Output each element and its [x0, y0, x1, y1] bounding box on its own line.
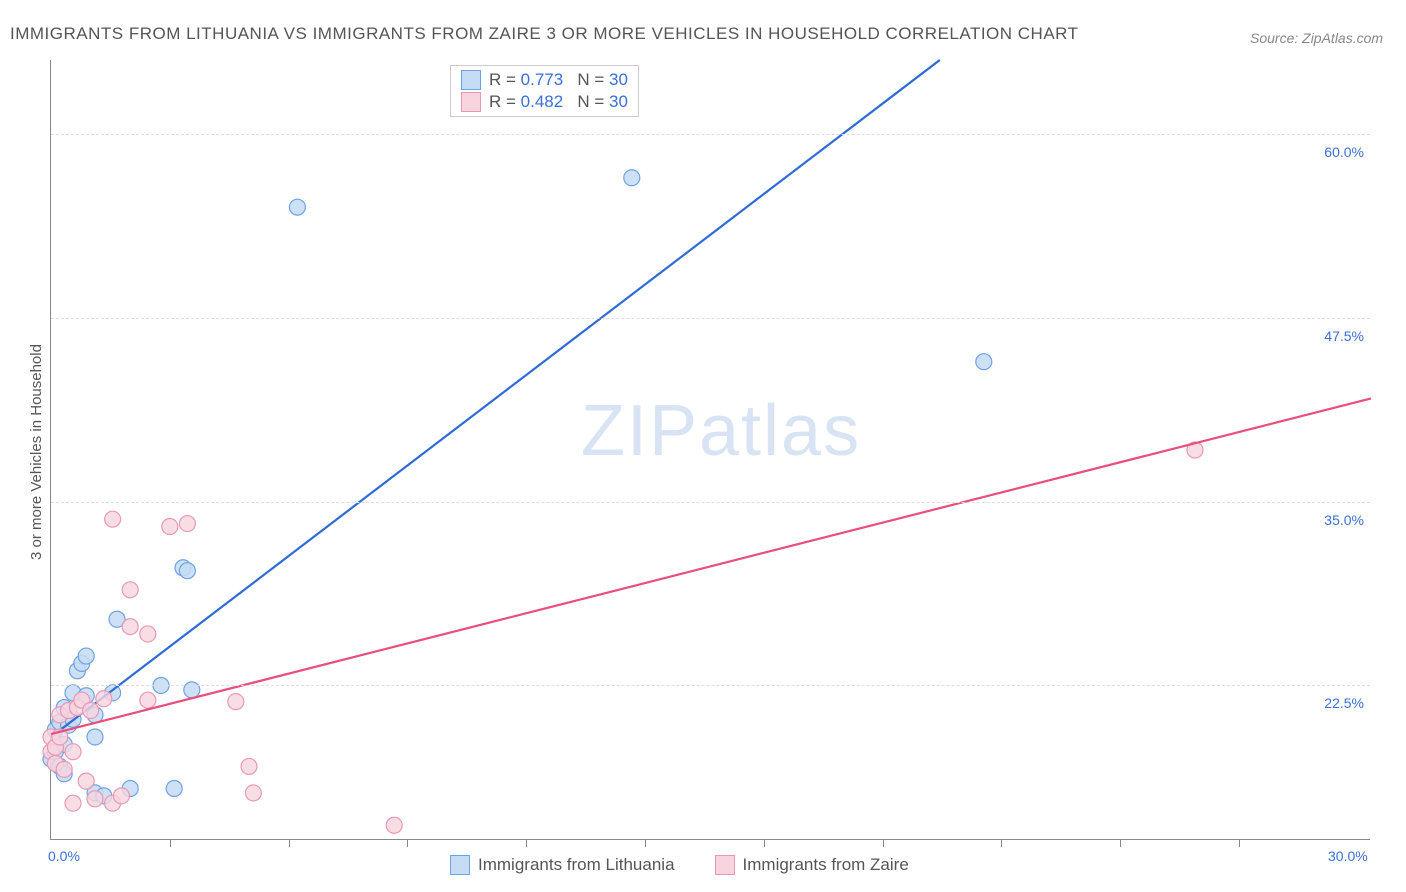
data-point — [96, 691, 112, 707]
x-tickmark — [289, 839, 290, 847]
data-point — [83, 702, 99, 718]
trend-line — [51, 398, 1371, 734]
gridline — [51, 134, 1370, 135]
x-tickmark — [764, 839, 765, 847]
data-point — [65, 744, 81, 760]
gridline — [51, 685, 1370, 686]
x-tickmark — [1001, 839, 1002, 847]
data-point — [122, 619, 138, 635]
legend-text: R = 0.482 N = 30 — [489, 92, 628, 112]
data-point — [162, 519, 178, 535]
x-tickmark — [1239, 839, 1240, 847]
legend-item: Immigrants from Lithuania — [450, 855, 675, 875]
data-point — [976, 354, 992, 370]
gridline — [51, 502, 1370, 503]
x-tickmark — [1120, 839, 1121, 847]
legend-item: Immigrants from Zaire — [715, 855, 909, 875]
data-point — [87, 729, 103, 745]
x-tick-label: 0.0% — [48, 848, 80, 864]
data-point — [179, 516, 195, 532]
legend-label: Immigrants from Zaire — [743, 855, 909, 875]
x-tick-label: 30.0% — [1328, 848, 1368, 864]
data-point — [113, 788, 129, 804]
gridline — [51, 318, 1370, 319]
chart-svg — [51, 60, 1370, 839]
data-point — [56, 761, 72, 777]
legend-swatch — [715, 855, 735, 875]
data-point — [289, 199, 305, 215]
source-attribution: Source: ZipAtlas.com — [1250, 30, 1383, 46]
data-point — [78, 773, 94, 789]
trend-line — [51, 60, 940, 737]
data-point — [228, 694, 244, 710]
data-point — [241, 758, 257, 774]
x-tickmark — [170, 839, 171, 847]
y-tick-label: 60.0% — [1324, 144, 1364, 160]
data-point — [78, 648, 94, 664]
legend-swatch — [450, 855, 470, 875]
legend-swatch — [461, 70, 481, 90]
data-point — [245, 785, 261, 801]
data-point — [105, 511, 121, 527]
x-tickmark — [645, 839, 646, 847]
legend-row: R = 0.773 N = 30 — [461, 70, 628, 90]
data-point — [386, 817, 402, 833]
y-tick-label: 47.5% — [1324, 328, 1364, 344]
y-axis-title: 3 or more Vehicles in Household — [28, 344, 45, 560]
stats-legend: R = 0.773 N = 30R = 0.482 N = 30 — [450, 65, 639, 117]
data-point — [122, 582, 138, 598]
y-tick-label: 35.0% — [1324, 512, 1364, 528]
data-point — [87, 791, 103, 807]
series-legend: Immigrants from Lithuania Immigrants from… — [450, 855, 909, 875]
legend-swatch — [461, 92, 481, 112]
legend-row: R = 0.482 N = 30 — [461, 92, 628, 112]
data-point — [179, 563, 195, 579]
chart-title: IMMIGRANTS FROM LITHUANIA VS IMMIGRANTS … — [10, 24, 1079, 44]
legend-text: R = 0.773 N = 30 — [489, 70, 628, 90]
x-tickmark — [407, 839, 408, 847]
data-point — [65, 795, 81, 811]
x-tickmark — [526, 839, 527, 847]
data-point — [140, 692, 156, 708]
data-point — [624, 170, 640, 186]
plot-area: ZIPatlas 22.5%35.0%47.5%60.0% — [50, 60, 1370, 840]
data-point — [140, 626, 156, 642]
x-tickmark — [883, 839, 884, 847]
y-tick-label: 22.5% — [1324, 695, 1364, 711]
data-point — [166, 780, 182, 796]
legend-label: Immigrants from Lithuania — [478, 855, 675, 875]
data-point — [184, 682, 200, 698]
